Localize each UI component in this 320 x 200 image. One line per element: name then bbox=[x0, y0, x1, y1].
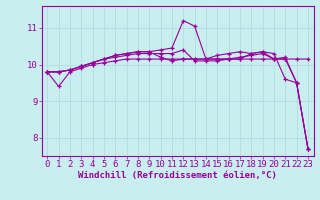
X-axis label: Windchill (Refroidissement éolien,°C): Windchill (Refroidissement éolien,°C) bbox=[78, 171, 277, 180]
